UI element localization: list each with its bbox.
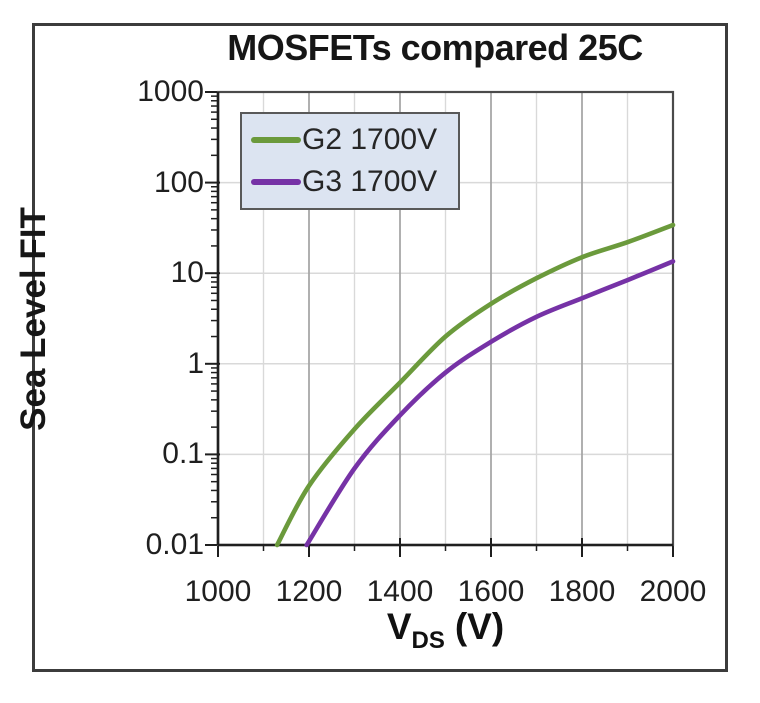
y-tick-label: 10 [170,256,204,290]
legend-label-g2: G2 1700V [302,122,438,156]
series-line-g2 [274,222,676,548]
legend-swatch-g3 [251,179,301,186]
x-axis-title: VDS (V) [218,606,673,654]
legend-item-g2: G2 1700V [251,123,458,157]
x-axis-title-symbol: V [386,606,412,647]
x-tick-label: 1800 [548,575,616,608]
y-tick-label: 0.1 [162,437,204,471]
legend-item-g3: G3 1700V [251,165,458,199]
x-tick-label: 1000 [184,575,252,608]
x-axis-title-subscript: DS [411,627,445,654]
legend-swatch-g2 [251,136,301,143]
chart-title: MOSFETs compared 25C [227,27,643,68]
y-axis-title: Sea Level FIT [8,92,60,545]
x-tick-label: 1400 [366,575,434,608]
series-line-g3 [304,259,676,548]
y-tick-label: 1 [187,346,204,380]
legend: G2 1700V G3 1700V [240,112,460,210]
y-tick-label: 100 [153,165,204,199]
x-axis-title-unit: (V) [454,606,505,647]
legend-label-g3: G3 1700V [302,165,438,199]
y-axis-title-text: Sea Level FIT [14,206,53,431]
y-tick-label: 0.01 [145,528,204,561]
y-tick-label: 1000 [137,75,204,108]
x-tick-label: 2000 [639,575,707,608]
x-tick-label: 1600 [457,575,525,608]
x-tick-label: 1200 [275,575,343,608]
